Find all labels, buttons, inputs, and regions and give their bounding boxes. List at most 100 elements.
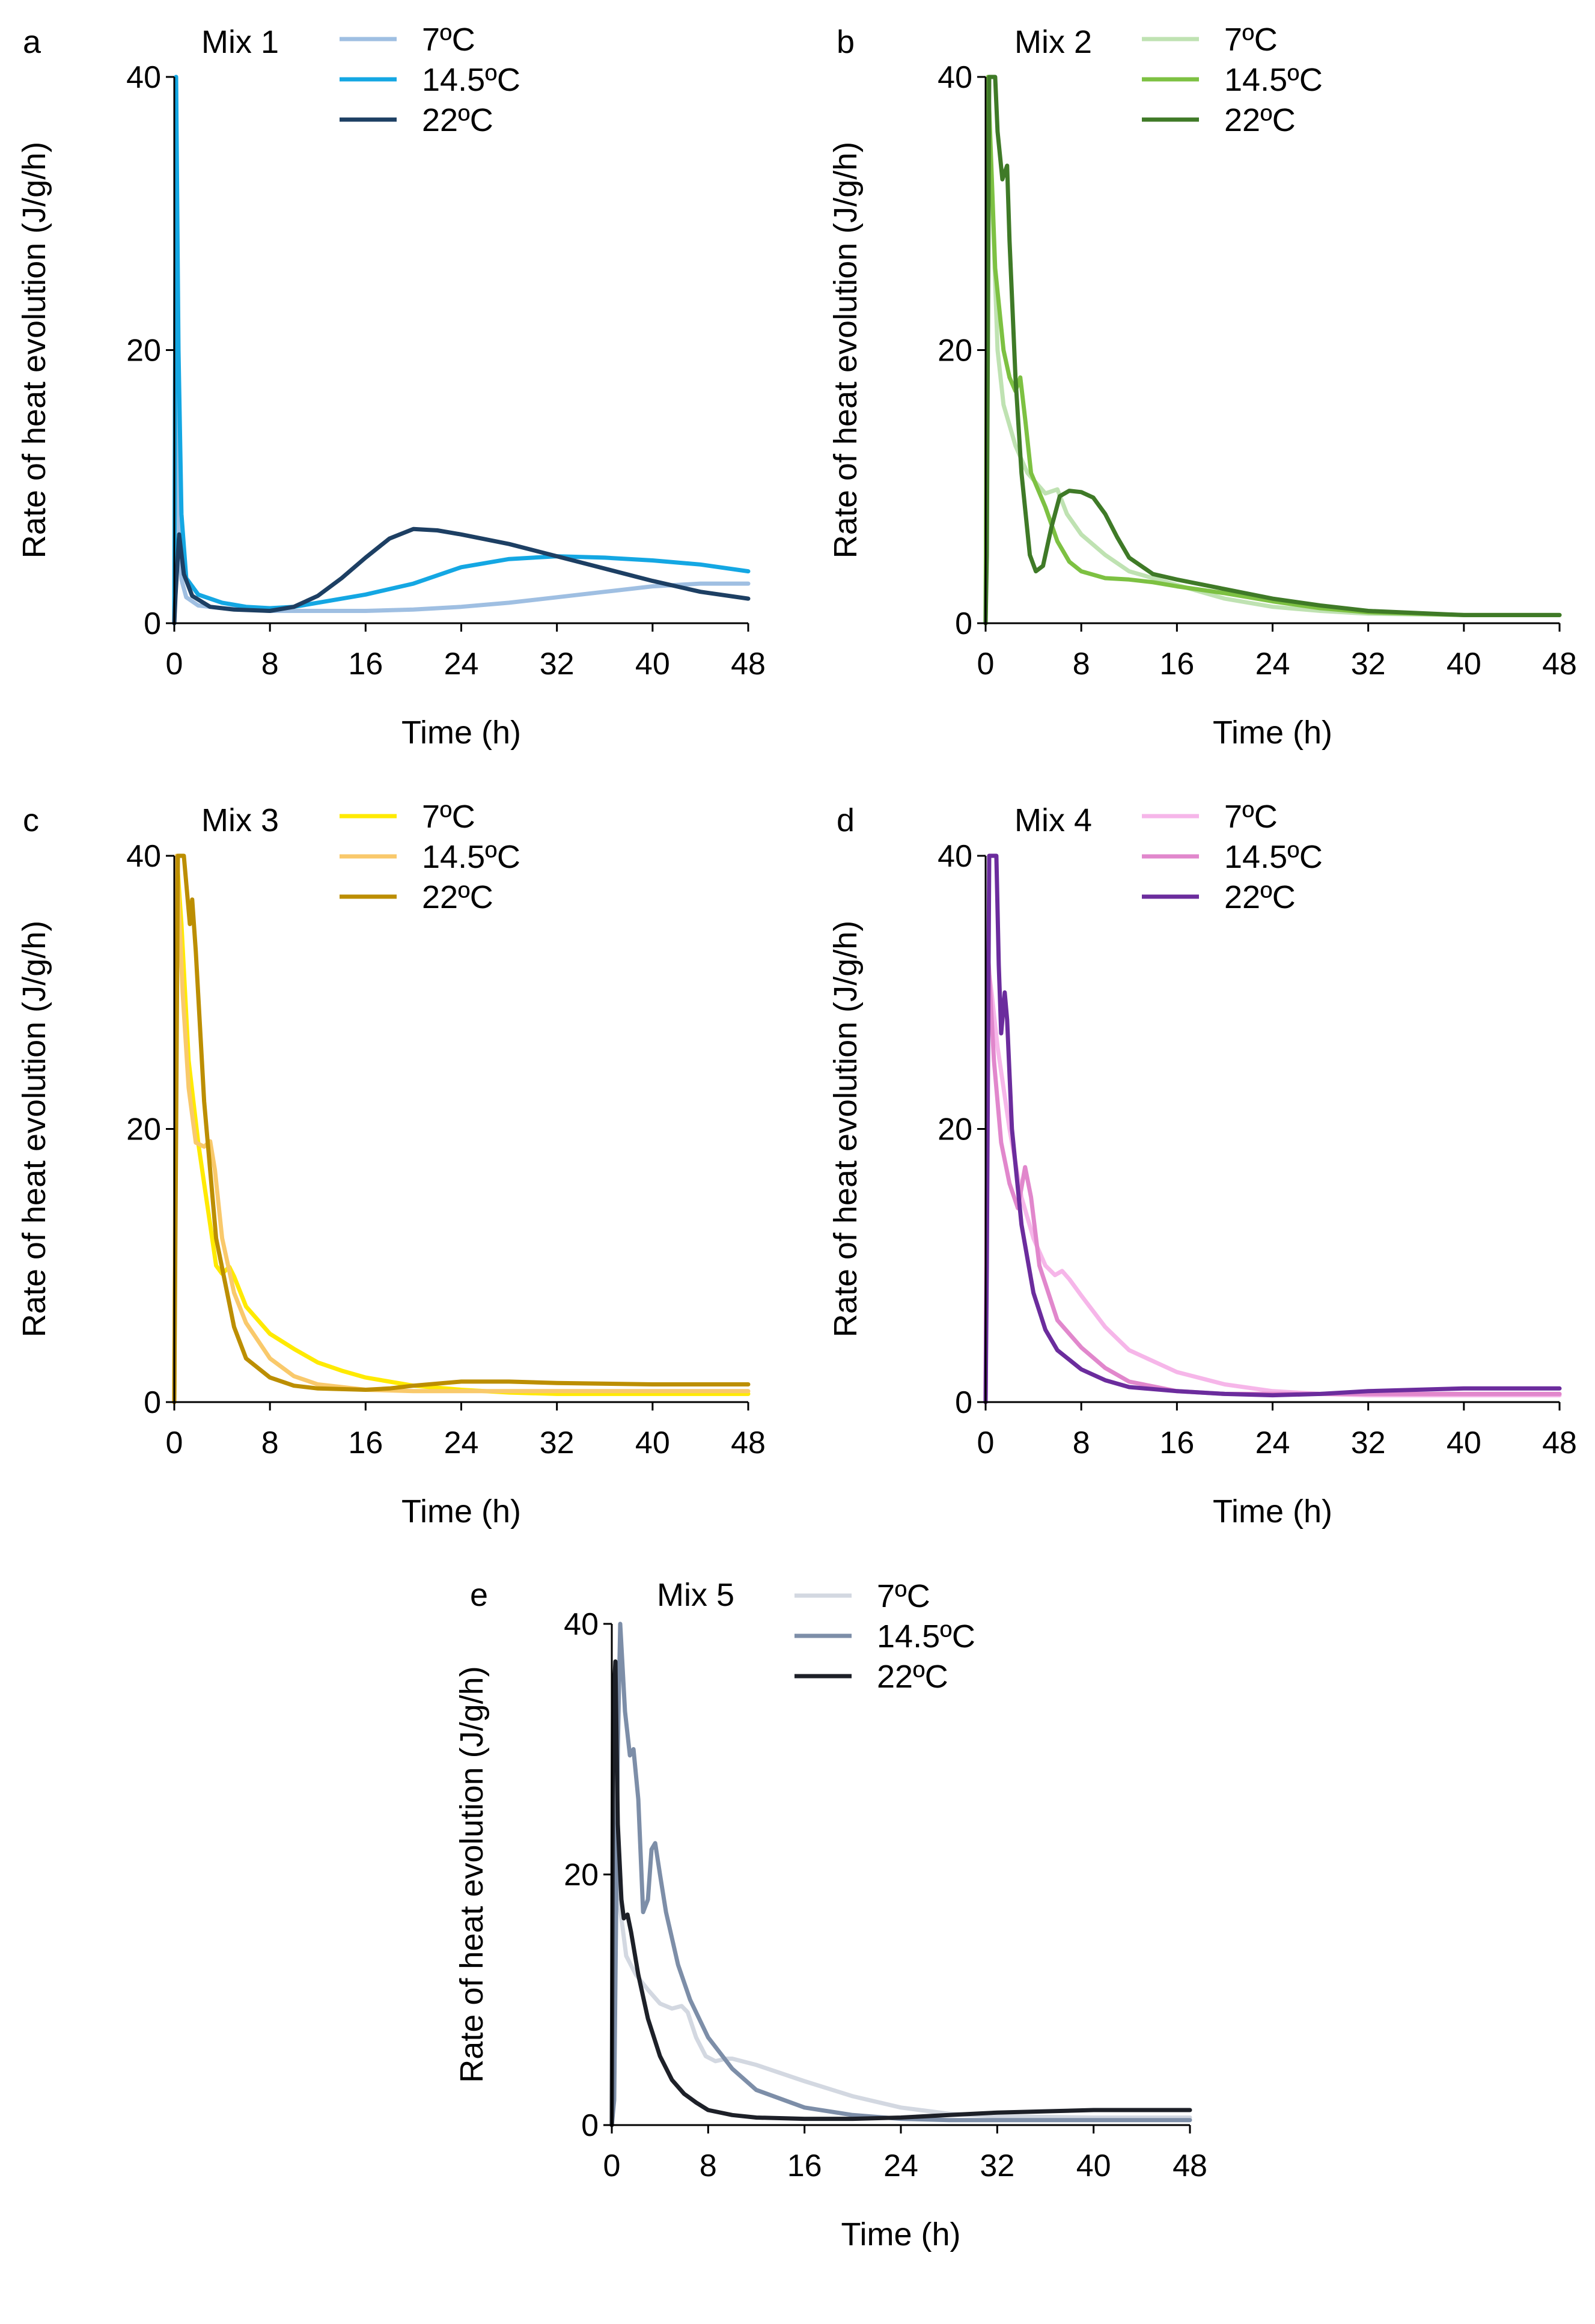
x-tick-label: 48 (1542, 1426, 1577, 1460)
x-tick-label: 32 (1351, 1426, 1386, 1460)
x-tick-label: 48 (1173, 2149, 1207, 2183)
mix-title: Mix 1 (201, 24, 279, 60)
x-tick-label: 0 (603, 2149, 621, 2183)
x-tick-label: 24 (883, 2149, 918, 2183)
panel-e: 0 8 16 24 32 40 48 0 20 40 Time (h) Rate of heat ev… (454, 1577, 1207, 2252)
y-tick-label: 0 (955, 606, 972, 641)
legend-label: 22ºC (877, 1659, 948, 1695)
series-line-c-1 (172, 853, 751, 1404)
legend-label: 14.5ºC (422, 839, 520, 875)
panel-c: 0 8 16 24 32 40 48 0 20 40 Time (h) Rate of heat ev… (16, 799, 766, 1530)
x-tick-label: 32 (540, 647, 575, 682)
series-line-a-1 (172, 75, 751, 626)
y-tick-label: 0 (144, 1385, 161, 1420)
x-axis-title: Time (h) (401, 715, 521, 751)
y-axis-title: Rate of heat evolution (J/g/h) (454, 1666, 490, 2082)
panel-letter: d (837, 802, 855, 838)
x-tick-label: 48 (731, 647, 766, 682)
series-line-d-2 (983, 853, 1562, 1404)
panel-a: 0 8 16 24 32 40 48 0 20 40 Time (h) Rate of heat ev… (16, 22, 766, 751)
series-line-a-0 (172, 75, 751, 626)
series-line-b-2 (983, 75, 1562, 626)
y-tick-label: 20 (938, 1112, 972, 1147)
x-tick-label: 32 (540, 1426, 575, 1460)
mix-title: Mix 5 (657, 1577, 734, 1613)
legend-label: 7ºC (1224, 799, 1278, 835)
legend-label: 22ºC (422, 879, 493, 915)
panel-letter: c (23, 802, 39, 838)
y-tick-label: 20 (938, 334, 972, 368)
x-axis-title: Time (h) (841, 2216, 961, 2252)
mix-title: Mix 3 (201, 802, 279, 838)
y-axis-title: Rate of heat evolution (J/g/h) (828, 921, 864, 1337)
x-tick-label: 24 (1255, 647, 1290, 682)
x-tick-label: 8 (261, 647, 279, 682)
x-tick-label: 24 (444, 647, 479, 682)
x-tick-label: 16 (1159, 1426, 1194, 1460)
x-tick-label: 0 (977, 647, 995, 682)
x-tick-label: 8 (261, 1426, 279, 1460)
x-tick-label: 48 (731, 1426, 766, 1460)
y-tick-label: 0 (581, 2108, 599, 2143)
y-tick-label: 20 (126, 1112, 161, 1147)
x-tick-label: 8 (1073, 647, 1090, 682)
x-tick-label: 32 (980, 2149, 1014, 2183)
series-line-c-0 (172, 853, 751, 1404)
y-tick-label: 40 (564, 1607, 599, 1642)
x-tick-label: 40 (1447, 647, 1481, 682)
y-axis-title: Rate of heat evolution (J/g/h) (16, 142, 52, 558)
x-tick-label: 16 (348, 647, 383, 682)
y-tick-label: 40 (938, 60, 972, 95)
x-tick-label: 0 (977, 1426, 995, 1460)
panel-letter: b (837, 24, 855, 60)
legend-label: 14.5ºC (1224, 62, 1323, 98)
legend-label: 22ºC (1224, 102, 1296, 138)
x-tick-label: 0 (166, 647, 183, 682)
mix-title: Mix 2 (1014, 24, 1092, 60)
panel-letter: e (470, 1577, 488, 1613)
panel-d: 0 8 16 24 32 40 48 0 20 40 Time (h) Rate of heat ev… (828, 799, 1577, 1530)
y-tick-label: 20 (564, 1858, 599, 1892)
series-line-e-0 (609, 1772, 1192, 2127)
legend-label: 14.5ºC (877, 1618, 975, 1655)
x-tick-label: 40 (635, 647, 670, 682)
x-tick-label: 0 (166, 1426, 183, 1460)
y-tick-label: 0 (144, 606, 161, 641)
mix-title: Mix 4 (1014, 802, 1092, 838)
legend-label: 7ºC (422, 799, 475, 835)
x-axis-title: Time (h) (401, 1493, 521, 1530)
series-line-d-1 (983, 949, 1562, 1404)
legend-label: 7ºC (1224, 22, 1278, 58)
x-tick-label: 16 (1159, 647, 1194, 682)
y-tick-label: 20 (126, 334, 161, 368)
x-tick-label: 8 (700, 2149, 717, 2183)
x-tick-label: 16 (348, 1426, 383, 1460)
legend-label: 22ºC (1224, 879, 1296, 915)
legend-label: 7ºC (877, 1578, 930, 1614)
series-line-c-2 (172, 853, 751, 1404)
x-tick-label: 40 (1447, 1426, 1481, 1460)
y-tick-label: 40 (126, 839, 161, 874)
y-tick-label: 0 (955, 1385, 972, 1420)
y-tick-label: 40 (126, 60, 161, 95)
legend-label: 14.5ºC (1224, 839, 1323, 875)
series-line-e-2 (609, 1659, 1192, 2127)
y-axis-title: Rate of heat evolution (J/g/h) (16, 921, 52, 1337)
x-axis-title: Time (h) (1213, 715, 1332, 751)
legend-label: 14.5ºC (422, 62, 520, 98)
x-tick-label: 40 (1076, 2149, 1111, 2183)
x-tick-label: 16 (787, 2149, 822, 2183)
y-axis-title: Rate of heat evolution (J/g/h) (828, 142, 864, 558)
x-tick-label: 8 (1073, 1426, 1090, 1460)
panel-letter: a (23, 24, 41, 60)
x-tick-label: 24 (444, 1426, 479, 1460)
series-line-a-2 (172, 526, 751, 626)
x-axis-title: Time (h) (1213, 1493, 1332, 1530)
x-tick-label: 24 (1255, 1426, 1290, 1460)
legend-label: 22ºC (422, 102, 493, 138)
y-tick-label: 40 (938, 839, 972, 874)
series-line-b-0 (983, 75, 1562, 626)
series-line-e-1 (609, 1621, 1192, 2127)
x-tick-label: 32 (1351, 647, 1386, 682)
